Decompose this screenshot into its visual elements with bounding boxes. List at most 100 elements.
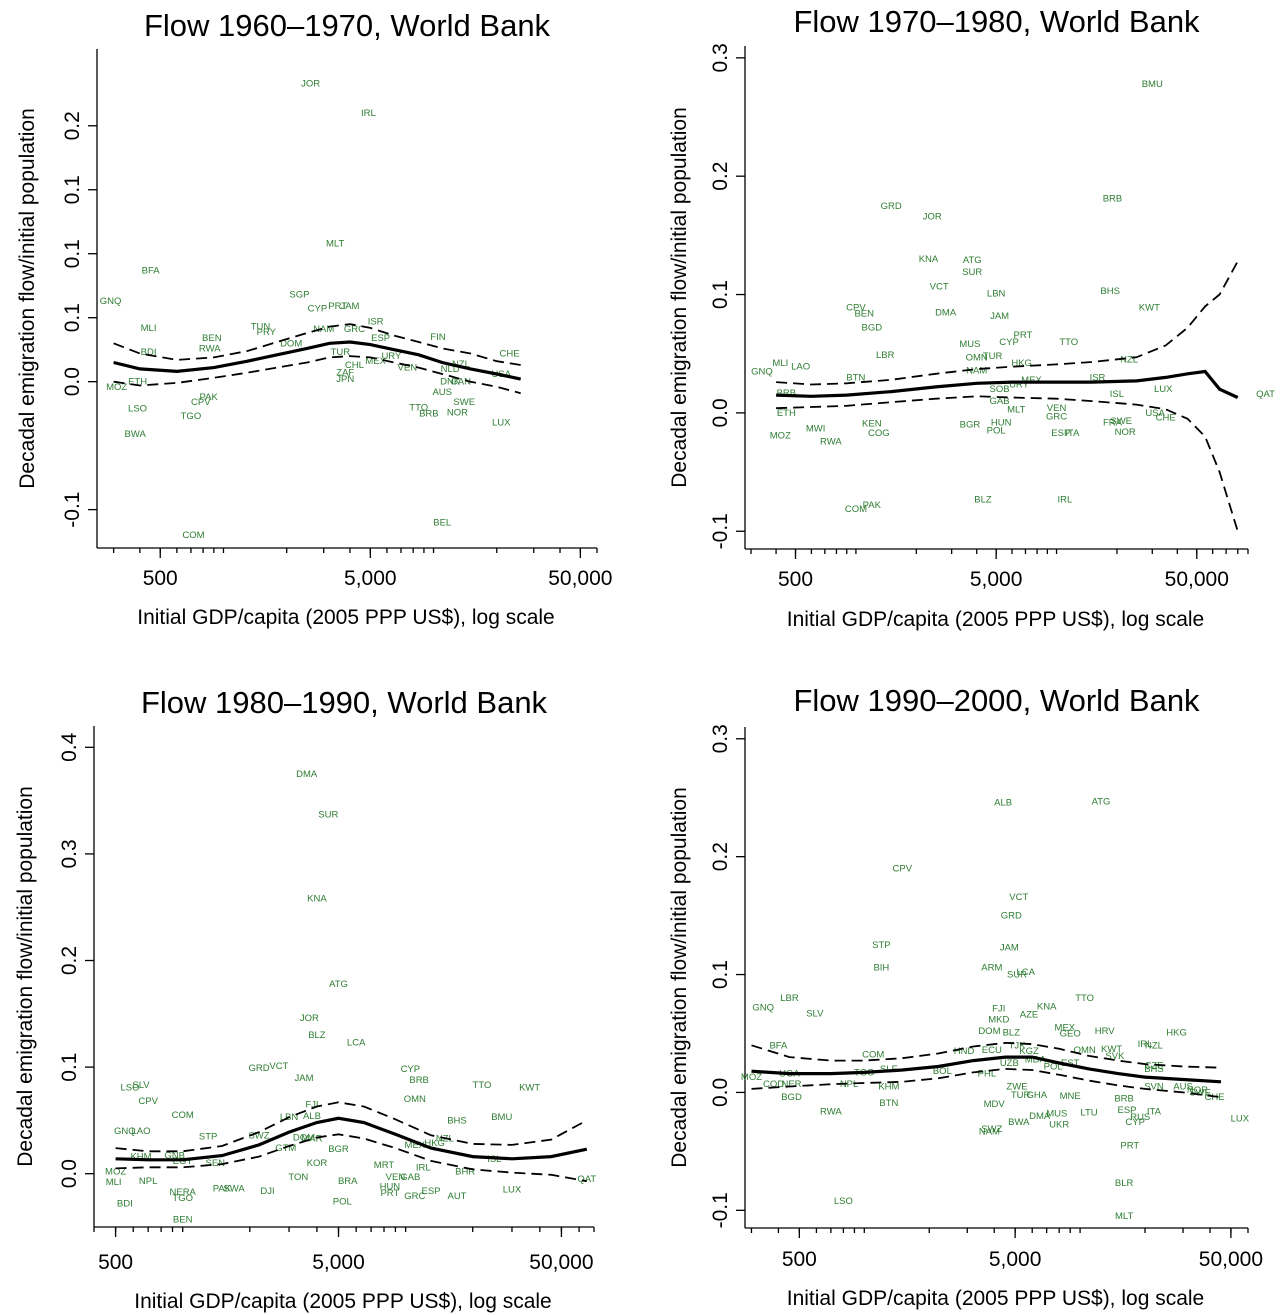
ci-lower-line (115, 1133, 587, 1183)
data-point-label: ETH (777, 408, 796, 419)
data-point-label: MUS (1046, 1109, 1067, 1120)
data-point-label: UZB (1000, 1058, 1019, 1069)
data-point-label: MOZ (741, 1072, 762, 1083)
data-point-label: AUS (1173, 1082, 1193, 1093)
data-point-label: KNA (307, 894, 327, 905)
x-tick-label: 50,000 (529, 1251, 593, 1274)
x-axis-label: Initial GDP/capita (2005 PPP US$), log s… (134, 1290, 552, 1313)
y-tick-label: 0.3 (58, 839, 81, 868)
data-point-label: NER (781, 1079, 801, 1090)
y-tick-label: 0.3 (709, 43, 732, 72)
x-tick-label: 50,000 (1199, 1248, 1263, 1271)
data-point-label: PRT (380, 1188, 399, 1199)
chart-title: Flow 1970–1980, World Bank (793, 4, 1200, 39)
data-point-label: SLV (132, 1080, 150, 1091)
data-point-label: BEN (173, 1215, 193, 1226)
data-point-label: CPV (893, 863, 913, 874)
data-point-label: ITA (1065, 428, 1080, 439)
data-point-label: CYP (1125, 1117, 1145, 1128)
data-point-label: CYP (401, 1064, 421, 1075)
data-point-label: BGR (328, 1144, 349, 1155)
data-point-label: OMN (404, 1094, 426, 1105)
y-tick-label: 0.4 (58, 732, 81, 762)
data-point-label: MLT (1007, 404, 1025, 415)
data-point-label: UKR (1049, 1119, 1069, 1130)
data-point-label: SVN (1144, 1082, 1164, 1093)
fit-line (115, 1116, 588, 1162)
data-point-label: JOR (301, 79, 320, 90)
data-point-label: LAO (131, 1126, 150, 1137)
data-point-label: ETH (128, 377, 147, 388)
data-point-label: VCT (930, 281, 949, 292)
data-point-label: MLI (772, 358, 788, 369)
data-point-label: ATG (963, 255, 982, 266)
data-point-label: MEX (1055, 1023, 1076, 1034)
data-point-label: KHM (878, 1082, 899, 1093)
x-axis-label: Initial GDP/capita (2005 PPP US$), log s… (787, 608, 1205, 631)
data-point-label: MLI (141, 323, 157, 334)
data-point-label: MKD (988, 1014, 1009, 1025)
data-point-label: CYP (999, 337, 1019, 348)
data-point-label: GRC (404, 1191, 425, 1202)
data-point-label: BRB (1114, 1093, 1134, 1104)
y-axis-label: Decadal emigration flow/initial populati… (668, 107, 691, 488)
data-point-label: ISR (368, 317, 384, 328)
data-point-label: KWT (519, 1082, 540, 1093)
data-point-label: MRT (374, 1160, 395, 1171)
data-point-label: TUN (251, 322, 271, 333)
data-point-label: ESP (371, 333, 390, 344)
data-point-label: BEN (854, 308, 874, 319)
data-point-label: COM (845, 504, 867, 515)
data-point-label: TUR (983, 351, 1003, 362)
x-tick-label: 50,000 (548, 567, 612, 590)
data-point-label: JOR (300, 1013, 319, 1024)
y-axis-label: Decadal emigration flow/initial populati… (668, 787, 691, 1168)
data-point-label: FIN (430, 332, 445, 343)
data-point-label: VEN (1047, 403, 1067, 414)
data-point-label: PAK (863, 500, 882, 511)
data-point-label: USA (1145, 408, 1165, 419)
data-point-label: KOR (307, 1158, 328, 1169)
data-point-label: NZL (1145, 1040, 1163, 1051)
data-point-label: GEO (1060, 1028, 1081, 1039)
data-point-label: CHE (1156, 413, 1176, 424)
y-tick-label: 0.0 (58, 1159, 81, 1188)
x-tick-label: 500 (782, 1248, 817, 1271)
data-point-label: GTM (275, 1143, 296, 1154)
data-point-label: VEN (398, 363, 418, 374)
data-point-label: SUR (1007, 970, 1027, 981)
data-point-label: FJI (992, 1004, 1005, 1015)
data-point-label: KEN (862, 419, 882, 430)
data-point-label: IRL (1138, 1039, 1153, 1050)
data-point-label: MOZ (770, 430, 791, 441)
data-point-label: NZL (452, 359, 470, 370)
data-point-label: HND (954, 1046, 975, 1057)
data-point-label: ZWE (1006, 1082, 1027, 1093)
data-point-label: DMA (935, 307, 957, 318)
data-point-label: LBR (780, 993, 799, 1004)
data-point-label: FJI (305, 1099, 318, 1110)
data-point-label: COM (182, 530, 204, 541)
y-tick-label: 0.2 (709, 842, 732, 871)
x-axis-label: Initial GDP/capita (2005 PPP US$), log s… (787, 1287, 1205, 1310)
chart-title: Flow 1990–2000, World Bank (793, 683, 1200, 718)
data-point-label: ISL (1110, 389, 1124, 400)
data-point-label: BTN (846, 372, 865, 383)
data-point-label: PAK (199, 392, 218, 403)
data-point-label: BHR (455, 1167, 475, 1178)
data-point-label: MLT (1115, 1211, 1133, 1222)
data-point-label: NAM (966, 365, 987, 376)
data-point-label: URY (1009, 379, 1030, 390)
data-point-label: COM (172, 1110, 194, 1121)
data-point-label: BWA (1008, 1117, 1030, 1128)
data-point-label: MOZ (106, 382, 127, 393)
data-point-label: GRD (1001, 911, 1022, 922)
data-point-label: TTO (473, 1080, 492, 1091)
ci-lower-line (751, 1067, 1222, 1099)
data-point-label: LTU (1080, 1107, 1097, 1118)
y-tick-label: -0.1 (709, 513, 732, 549)
fit-line (776, 369, 1239, 399)
y-tick-label: -0.1 (709, 1192, 732, 1228)
data-point-label: TTO (1059, 337, 1078, 348)
